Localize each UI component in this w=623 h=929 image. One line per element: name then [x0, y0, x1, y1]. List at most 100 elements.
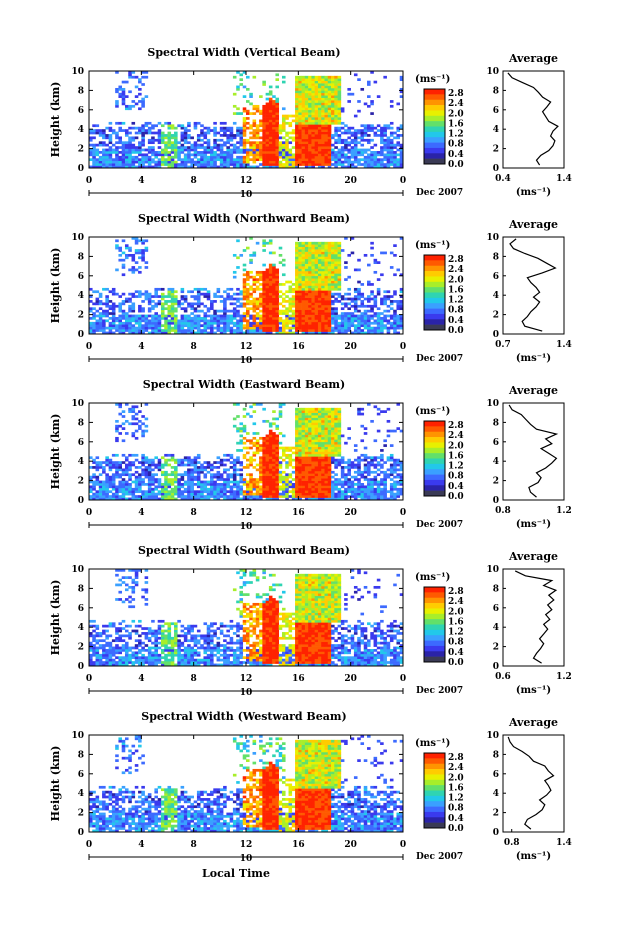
- heatmap-cell: [196, 309, 201, 313]
- heatmap-cell: [124, 256, 129, 260]
- heatmap-cell: [317, 326, 322, 330]
- heatmap-cell: [373, 312, 378, 315]
- heatmap-cell: [249, 158, 253, 162]
- heatmap-cell: [105, 314, 109, 318]
- heatmap-cell: [295, 466, 299, 469]
- heatmap-cell: [268, 285, 273, 289]
- heatmap-cell: [295, 304, 299, 308]
- heatmap-cell: [321, 80, 325, 84]
- heatmap-cell: [373, 270, 378, 274]
- heatmap-cell: [389, 302, 394, 306]
- heatmap-cell: [128, 492, 132, 496]
- heatmap-cell: [327, 75, 332, 79]
- heatmap-cell: [131, 487, 136, 491]
- heatmap-cell: [216, 153, 221, 157]
- heatmap-cell: [236, 429, 240, 433]
- heatmap-cell: [174, 497, 178, 501]
- heatmap-cell: [242, 441, 247, 445]
- heatmap-cell: [334, 307, 338, 311]
- heatmap-cell: [304, 422, 309, 426]
- heatmap-cell: [298, 309, 302, 313]
- heatmap-cell: [363, 148, 368, 152]
- heatmap-cell: [111, 287, 116, 291]
- heatmap-cell: [89, 456, 93, 460]
- heatmap-cell: [281, 124, 286, 128]
- heatmap-cell: [255, 324, 260, 328]
- heatmap-cell: [138, 146, 142, 149]
- heatmap-cell: [92, 314, 96, 318]
- heatmap-cell: [324, 102, 329, 106]
- heatmap-cell: [272, 483, 276, 486]
- heatmap-cell: [340, 126, 345, 130]
- heatmap-cell: [370, 331, 374, 335]
- heatmap-cell: [246, 155, 250, 159]
- heatmap-cell: [298, 80, 302, 84]
- heatmap-cell: [311, 495, 315, 498]
- heatmap-cell: [295, 410, 299, 413]
- heatmap-cell: [187, 134, 191, 137]
- heatmap-cell: [131, 304, 136, 308]
- heatmap-cell: [399, 87, 404, 91]
- heatmap-cell: [278, 151, 283, 154]
- heatmap-cell: [124, 468, 129, 472]
- heatmap-cell: [196, 490, 201, 494]
- heatmap-cell: [357, 109, 361, 113]
- heatmap-cell: [121, 427, 126, 430]
- heatmap-cell: [252, 104, 257, 108]
- heatmap-cell: [376, 326, 381, 330]
- heatmap-cell: [108, 495, 113, 498]
- heatmap-cell: [265, 485, 270, 489]
- colorbar-tick-label: 0.4: [448, 150, 464, 160]
- heatmap-cell: [301, 87, 306, 91]
- heatmap-cell: [301, 241, 306, 245]
- heatmap-cell: [236, 403, 240, 406]
- heatmap-cell: [115, 424, 119, 428]
- heatmap-cell: [170, 304, 175, 308]
- heatmap-cell: [223, 309, 227, 313]
- heatmap-cell: [298, 412, 302, 416]
- heatmap-cell: [288, 485, 293, 489]
- heatmap-cell: [239, 290, 244, 294]
- heatmap-cell: [131, 319, 136, 323]
- heatmap-cell: [350, 148, 355, 152]
- heatmap-cell: [265, 270, 270, 274]
- heatmap-cell: [357, 153, 361, 157]
- heatmap-cell: [193, 146, 198, 149]
- heatmap-cell: [360, 134, 365, 137]
- heatmap-cell: [164, 307, 168, 311]
- heatmap-cell: [128, 468, 132, 472]
- heatmap-cell: [147, 155, 152, 159]
- heatmap-cell: [262, 492, 266, 496]
- heatmap-cell: [268, 326, 273, 330]
- heatmap-cell: [301, 300, 306, 303]
- heatmap-cell: [327, 268, 332, 272]
- heatmap-cell: [144, 461, 149, 464]
- heatmap-cell: [259, 487, 263, 491]
- heatmap-cell: [196, 136, 201, 140]
- heatmap-cell: [121, 483, 126, 486]
- heatmap-cell: [213, 143, 217, 147]
- heatmap-cell: [138, 307, 142, 311]
- heatmap-cell: [314, 331, 319, 335]
- heatmap-cell: [324, 287, 329, 291]
- heatmap-cell: [167, 497, 172, 501]
- heatmap-cell: [275, 309, 280, 313]
- heatmap-cell: [298, 90, 302, 94]
- heatmap-cell: [265, 143, 270, 147]
- heatmap-cell: [141, 329, 145, 332]
- heatmap-cell: [380, 251, 384, 255]
- heatmap-cell: [396, 326, 401, 330]
- heatmap-cell: [206, 495, 211, 498]
- heatmap-cell: [272, 297, 276, 301]
- heatmap-cell: [183, 470, 188, 474]
- heatmap-cell: [331, 319, 335, 323]
- heatmap-cell: [337, 112, 342, 115]
- heatmap-cell: [226, 151, 230, 154]
- heatmap-cell: [180, 497, 185, 501]
- heatmap-cell: [164, 143, 168, 147]
- heatmap-cell: [268, 495, 273, 498]
- heatmap-cell: [285, 163, 289, 166]
- heatmap-cell: [128, 319, 132, 323]
- heatmap-cell: [383, 143, 387, 147]
- heatmap-cell: [327, 146, 332, 149]
